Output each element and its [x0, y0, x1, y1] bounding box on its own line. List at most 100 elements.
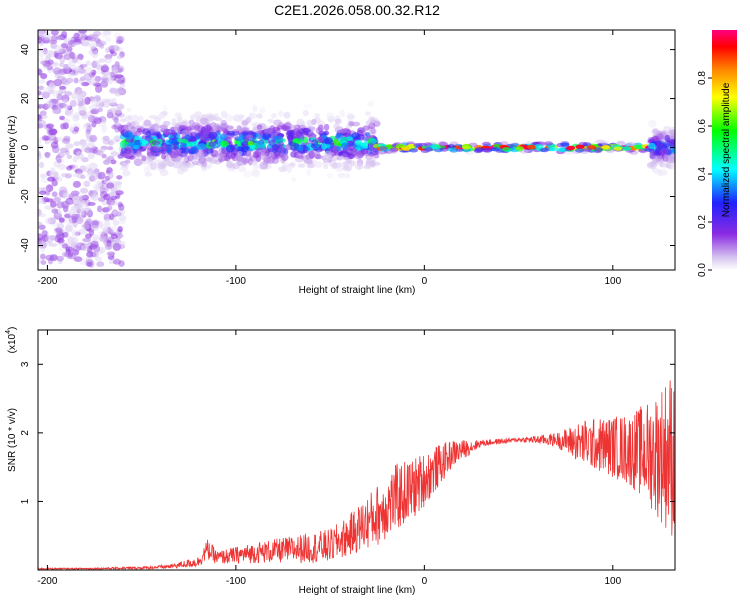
spectrogram-cell	[85, 60, 91, 66]
spectrogram-cell	[107, 146, 114, 151]
spectrogram-cell	[191, 160, 200, 166]
spectrogram-cell	[90, 224, 99, 231]
colorbar-tick-label: 0.2	[697, 215, 708, 229]
spectrogram-cell	[326, 172, 334, 179]
spectrogram-cell	[78, 101, 86, 106]
spectrogram-cell	[40, 60, 46, 65]
spectrogram-cell	[91, 49, 99, 58]
spectrogram-cell	[279, 152, 287, 157]
snr-frame	[37, 329, 676, 571]
spectrogram-cell	[249, 144, 256, 149]
spectrogram-cell	[60, 147, 69, 153]
spectrogram-cell	[61, 94, 70, 103]
spectrogram-cell	[40, 260, 47, 265]
spectrogram-cell	[594, 147, 603, 152]
colorbar-tick-label: 0.8	[697, 71, 708, 85]
spectrogram-cell	[616, 140, 626, 146]
spectrogram-cell	[38, 152, 42, 160]
spectrogram-cell	[413, 142, 423, 148]
spectrogram-cell	[220, 110, 228, 119]
spectrogram-cell	[81, 82, 90, 87]
spectrogram-cell	[47, 59, 54, 65]
spectrogram-cell	[94, 75, 102, 82]
spectrogram-cell	[119, 218, 126, 225]
spectrogram-cell	[57, 152, 65, 158]
spectrogram-cell	[72, 42, 80, 47]
spectrogram-cell	[658, 134, 665, 141]
spectrogram-cell	[57, 238, 65, 244]
spectrogram-cell	[337, 172, 346, 178]
spectrogram-cell	[40, 253, 46, 260]
spectrogram-cell	[245, 116, 252, 124]
spectrogram-cell	[78, 228, 87, 235]
spectrogram-x-label: Height of straight line (km)	[299, 285, 416, 296]
spectrogram-cell	[289, 162, 296, 167]
spectrogram-cell	[363, 165, 372, 170]
spectrogram-cell	[539, 147, 549, 153]
spectrogram-cell	[43, 32, 51, 41]
spectrogram-cell	[664, 134, 671, 143]
spectrogram-cell	[240, 141, 249, 148]
spectrogram-cell	[116, 175, 123, 180]
spectrogram-cell	[671, 147, 675, 154]
spectrogram-cell	[237, 141, 242, 148]
spectrogram-cell	[544, 141, 554, 146]
spectrogram-cell	[282, 165, 288, 172]
spectrogram-cell	[220, 140, 229, 148]
spectrogram-cell	[88, 162, 98, 170]
spectrogram-cell	[87, 201, 96, 206]
spectrogram-cell	[85, 233, 92, 239]
spectrogram-cell	[81, 114, 88, 120]
snr-x-ticks: -200 -100 0 100	[37, 330, 622, 587]
spectrogram-cell	[120, 165, 129, 171]
spectrogram-cell	[237, 150, 243, 156]
spectrogram-cell	[50, 30, 59, 36]
spectrogram-cell	[251, 169, 261, 178]
spectrogram-cell	[182, 119, 189, 125]
spectrogram-cell	[103, 193, 111, 201]
spectrogram-cell	[71, 237, 79, 245]
spectrogram-cell	[501, 147, 511, 152]
spectrogram-cell	[76, 66, 82, 72]
spectrogram-cell	[659, 147, 669, 156]
snr-y-tick-label: 2	[20, 430, 31, 436]
spectrogram-cell	[365, 132, 371, 137]
spectrogram-cell	[71, 213, 79, 221]
spectrogram-cell	[654, 168, 662, 175]
spectrogram-cell	[95, 180, 103, 188]
spectrogram-cell	[80, 40, 90, 47]
spectrogram-cell	[68, 238, 75, 245]
snr-y-label: SNR (10 * v/v)	[7, 408, 18, 472]
spectrogram-cell	[141, 155, 147, 162]
spectrogram-cell	[234, 117, 243, 122]
spectrogram-cell	[78, 105, 87, 114]
spectrogram-cell	[103, 71, 111, 79]
spectrogram-cell	[59, 85, 67, 90]
spectrogram-cell	[367, 101, 374, 107]
spectrogram-cell	[351, 132, 360, 140]
spectrogram-cell	[38, 36, 43, 44]
spectrogram-cell	[107, 171, 114, 180]
spectrogram-marks	[38, 30, 675, 269]
spectrogram-cell	[74, 111, 80, 120]
spectrogram-cell	[181, 165, 188, 173]
spectrogram-cell	[110, 195, 118, 200]
spectrogram-cell	[148, 114, 158, 120]
spectrogram-cell	[88, 175, 97, 182]
spectrogram-cell	[54, 45, 64, 53]
spectrogram-cell	[193, 111, 203, 118]
spectrogram-cell	[378, 146, 388, 151]
spectrogram-cell	[72, 156, 78, 163]
spectrogram-cell	[346, 114, 355, 119]
spectrogram-cell	[73, 126, 80, 132]
spectrogram-cell	[208, 131, 218, 139]
spectrogram-cell	[38, 30, 46, 35]
spectrogram-cell	[89, 109, 98, 115]
spectrogram-cell	[560, 142, 570, 147]
spectrogram-cell	[38, 90, 42, 96]
spectrogram-cell	[91, 170, 99, 177]
spectrogram-cell	[143, 119, 152, 126]
spectrogram-x-tick-label: 100	[604, 276, 621, 287]
spectrogram-cell	[646, 161, 655, 168]
scale-prefix: (x10	[7, 333, 18, 353]
